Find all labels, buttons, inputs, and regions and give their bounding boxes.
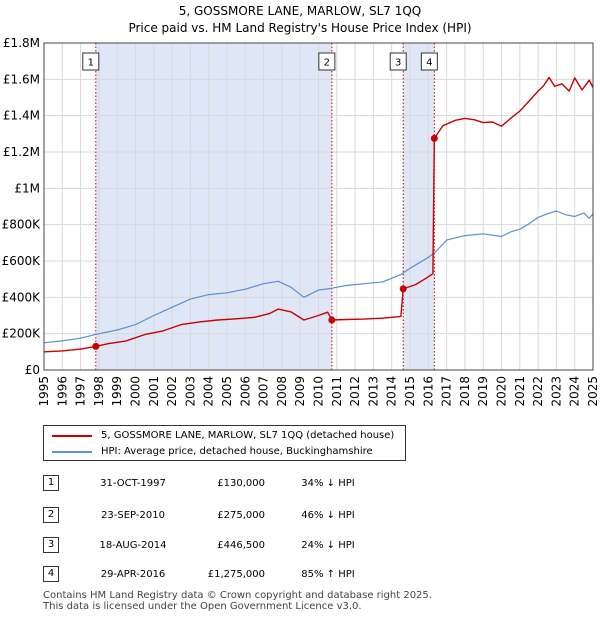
sale-point bbox=[430, 134, 438, 142]
x-tick-label: 2002 bbox=[165, 376, 179, 407]
x-tick-label: 1995 bbox=[37, 376, 51, 407]
sale-date: 18-AUG-2014 bbox=[99, 540, 167, 551]
x-tick-label: 2008 bbox=[275, 376, 289, 407]
legend-swatch-red bbox=[52, 435, 92, 437]
sale-label-number: 1 bbox=[88, 58, 94, 69]
sale-price: £446,500 bbox=[217, 540, 265, 551]
y-tick-label: £800K bbox=[2, 218, 42, 232]
sale-label-number: 4 bbox=[426, 58, 432, 69]
shaded-range bbox=[403, 43, 435, 370]
x-tick-label: 2009 bbox=[293, 376, 307, 407]
x-tick-label: 2023 bbox=[549, 376, 563, 407]
x-tick-label: 2016 bbox=[421, 376, 435, 407]
y-tick-label: £1.8M bbox=[3, 36, 40, 50]
y-tick-label: £200K bbox=[2, 327, 42, 341]
y-tick-label: £1M bbox=[14, 181, 40, 195]
x-tick-label: 2024 bbox=[568, 376, 582, 407]
sale-price: £130,000 bbox=[217, 478, 265, 489]
x-tick-label: 2020 bbox=[495, 376, 509, 407]
footer-licence: This data is licensed under the Open Gov… bbox=[43, 601, 362, 612]
sale-number-badge: 2 bbox=[43, 507, 59, 523]
x-tick-label: 2001 bbox=[147, 376, 161, 407]
sale-hpi-diff: 85% ↑ HPI bbox=[301, 569, 355, 580]
sales-table-row: 1 31-OCT-1997 £130,000 34% ↓ HPI bbox=[43, 475, 563, 493]
x-tick-label: 1998 bbox=[92, 376, 106, 407]
x-tick-label: 1997 bbox=[74, 376, 88, 407]
y-tick-label: £1.2M bbox=[3, 145, 40, 159]
legend-swatch-blue bbox=[52, 451, 92, 453]
price-chart: 1 2 3 4 £0 £200K £400K £600K £800K £1M £1.2M £1.4M £… bbox=[2, 36, 600, 407]
x-tick-label: 1996 bbox=[55, 376, 69, 407]
sale-point bbox=[399, 285, 407, 293]
x-tick-label: 2013 bbox=[366, 376, 380, 407]
x-tick-label: 2015 bbox=[403, 376, 417, 407]
sale-hpi-diff: 34% ↓ HPI bbox=[301, 478, 355, 489]
x-tick-label: 2021 bbox=[513, 376, 527, 407]
sale-date: 31-OCT-1997 bbox=[100, 478, 166, 489]
sale-label-box bbox=[420, 52, 438, 71]
x-tick-label: 2022 bbox=[531, 376, 545, 407]
series-line-hpi bbox=[43, 210, 594, 344]
sale-date: 23-SEP-2010 bbox=[101, 510, 165, 521]
x-tick-label: 2010 bbox=[312, 376, 326, 407]
sale-point bbox=[92, 342, 100, 350]
sales-table-row: 3 18-AUG-2014 £446,500 24% ↓ HPI bbox=[43, 537, 563, 555]
sale-label-number: 3 bbox=[395, 58, 401, 69]
legend-label-hpi: HPI: Average price, detached house, Buck… bbox=[101, 446, 373, 457]
footer-copyright: Contains HM Land Registry data © Crown c… bbox=[43, 590, 432, 601]
y-tick-label: £1.4M bbox=[3, 109, 40, 123]
plot-frame bbox=[43, 42, 594, 371]
sale-price: £275,000 bbox=[217, 510, 265, 521]
sale-hpi-diff: 24% ↓ HPI bbox=[301, 540, 355, 551]
sales-table-row: 4 29-APR-2016 £1,275,000 85% ↑ HPI bbox=[43, 566, 563, 584]
sale-point bbox=[328, 316, 336, 324]
sale-number-badge: 1 bbox=[43, 475, 59, 491]
x-tick-label: 2004 bbox=[202, 376, 216, 407]
x-tick-label: 2005 bbox=[220, 376, 234, 407]
x-tick-label: 2007 bbox=[257, 376, 271, 407]
x-tick-label: 2018 bbox=[458, 376, 472, 407]
legend-label-property: 5, GOSSMORE LANE, MARLOW, SL7 1QQ (detac… bbox=[101, 430, 395, 441]
x-tick-label: 2014 bbox=[385, 376, 399, 407]
x-tick-label: 2011 bbox=[330, 376, 344, 407]
chart-title-address: 5, GOSSMORE LANE, MARLOW, SL7 1QQ bbox=[178, 4, 422, 18]
sale-hpi-diff: 46% ↓ HPI bbox=[301, 510, 355, 521]
x-tick-label: 2006 bbox=[238, 376, 252, 407]
sale-price: £1,275,000 bbox=[207, 569, 265, 580]
y-tick-label: £1.6M bbox=[3, 72, 40, 86]
x-tick-label: 2017 bbox=[440, 376, 454, 407]
chart-subtitle: Price paid vs. HM Land Registry's House … bbox=[128, 21, 472, 35]
x-tick-label: 2012 bbox=[348, 376, 362, 407]
sale-label-box bbox=[389, 52, 407, 71]
y-tick-label: £400K bbox=[2, 290, 42, 304]
y-tick-label: £600K bbox=[2, 254, 42, 268]
legend: 5, GOSSMORE LANE, MARLOW, SL7 1QQ (detac… bbox=[43, 425, 406, 461]
sale-label-number: 2 bbox=[324, 58, 330, 69]
x-tick-label: 2000 bbox=[129, 376, 143, 407]
x-tick-label: 2003 bbox=[183, 376, 197, 407]
x-tick-label: 2019 bbox=[476, 376, 490, 407]
y-tick-label: £0 bbox=[25, 363, 40, 377]
sale-label-box bbox=[82, 52, 100, 71]
sale-number-badge: 4 bbox=[43, 566, 59, 582]
sales-table-row: 2 23-SEP-2010 £275,000 46% ↓ HPI bbox=[43, 507, 563, 525]
x-tick-label: 2025 bbox=[586, 376, 600, 407]
sale-number-badge: 3 bbox=[43, 537, 59, 553]
x-tick-label: 1999 bbox=[110, 376, 124, 407]
sale-date: 29-APR-2016 bbox=[100, 569, 166, 580]
sale-label-box bbox=[318, 52, 336, 71]
